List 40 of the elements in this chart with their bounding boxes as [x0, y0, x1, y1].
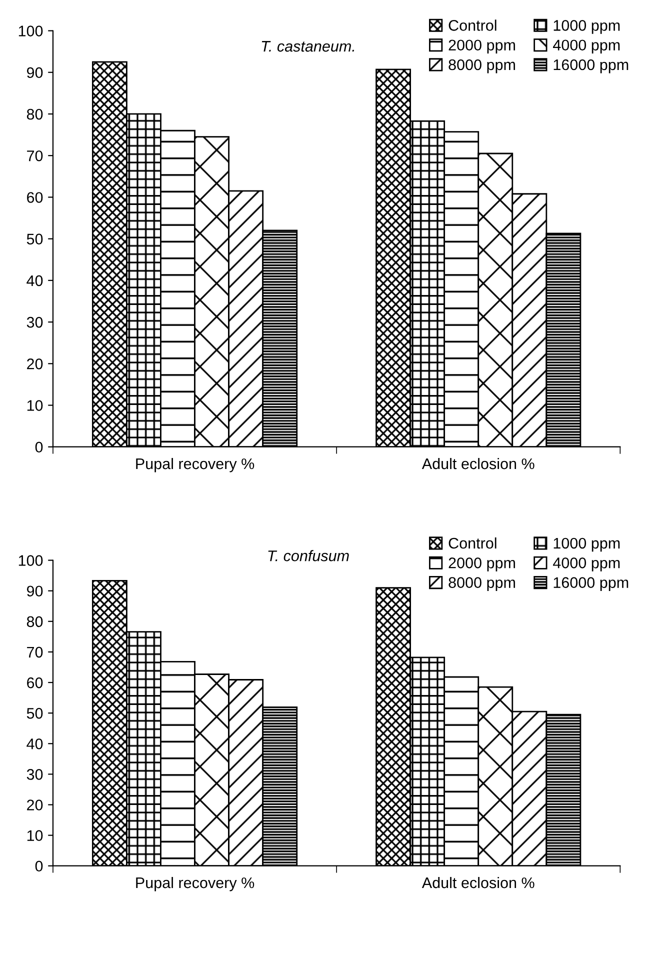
y-tick-label: 10	[27, 830, 43, 841]
y-tick-label: 100	[18, 555, 43, 566]
y-tick-label: 50	[26, 708, 43, 719]
y-tick-label: 10	[27, 400, 43, 411]
x-tick-label: Adult eclosion %	[422, 458, 534, 470]
y-tick-label: 20	[27, 358, 43, 370]
y-tick-label: 80	[26, 108, 43, 120]
y-tick-label: 60	[27, 192, 43, 203]
legend-label: 8000 ppm	[448, 59, 515, 74]
x-tick-label: Adult eclosion %	[422, 876, 534, 888]
y-tick-label: 90	[26, 67, 43, 78]
legend-label: 4000 ppm	[553, 557, 620, 572]
y-tick-label: 30	[26, 769, 43, 780]
y-tick-label: 60	[27, 677, 43, 688]
legend-label: 16000 ppm	[554, 59, 628, 74]
y-tick-label: 50	[26, 234, 43, 244]
legend-label: 2000 ppm	[448, 557, 515, 572]
y-tick-label: 0	[35, 860, 43, 872]
text: T. castaneum.	[262, 41, 354, 52]
y-tick-label: 20	[27, 800, 43, 810]
legend-label: 2000 ppm	[448, 40, 515, 54]
legend-label: 8000 ppm	[448, 577, 515, 592]
y-tick-label: 70	[27, 646, 43, 658]
x-tick-label: Pupal recovery %	[136, 876, 254, 892]
legend-label: 4000 ppm	[553, 40, 620, 54]
y-tick-label: 90	[26, 586, 43, 597]
legend-label: 16000 ppm	[554, 577, 628, 592]
x-tick-label: Pupal recovery %	[136, 458, 254, 472]
legend-label: 1000 ppm	[554, 538, 620, 552]
y-tick-label: 80	[26, 616, 43, 628]
legend-label: Control	[448, 537, 496, 549]
chart-title: T. confusum	[268, 550, 349, 562]
legend-label: 1000 ppm	[554, 20, 620, 34]
y-tick-label: 30	[26, 316, 43, 328]
y-tick-label: 40	[26, 738, 43, 750]
y-tick-label: 40	[26, 275, 43, 286]
y-tick-label: 0	[35, 442, 43, 453]
y-tick-label: 100	[18, 26, 43, 36]
legend-label: Control	[448, 20, 496, 31]
y-tick-label: 70	[27, 150, 43, 162]
